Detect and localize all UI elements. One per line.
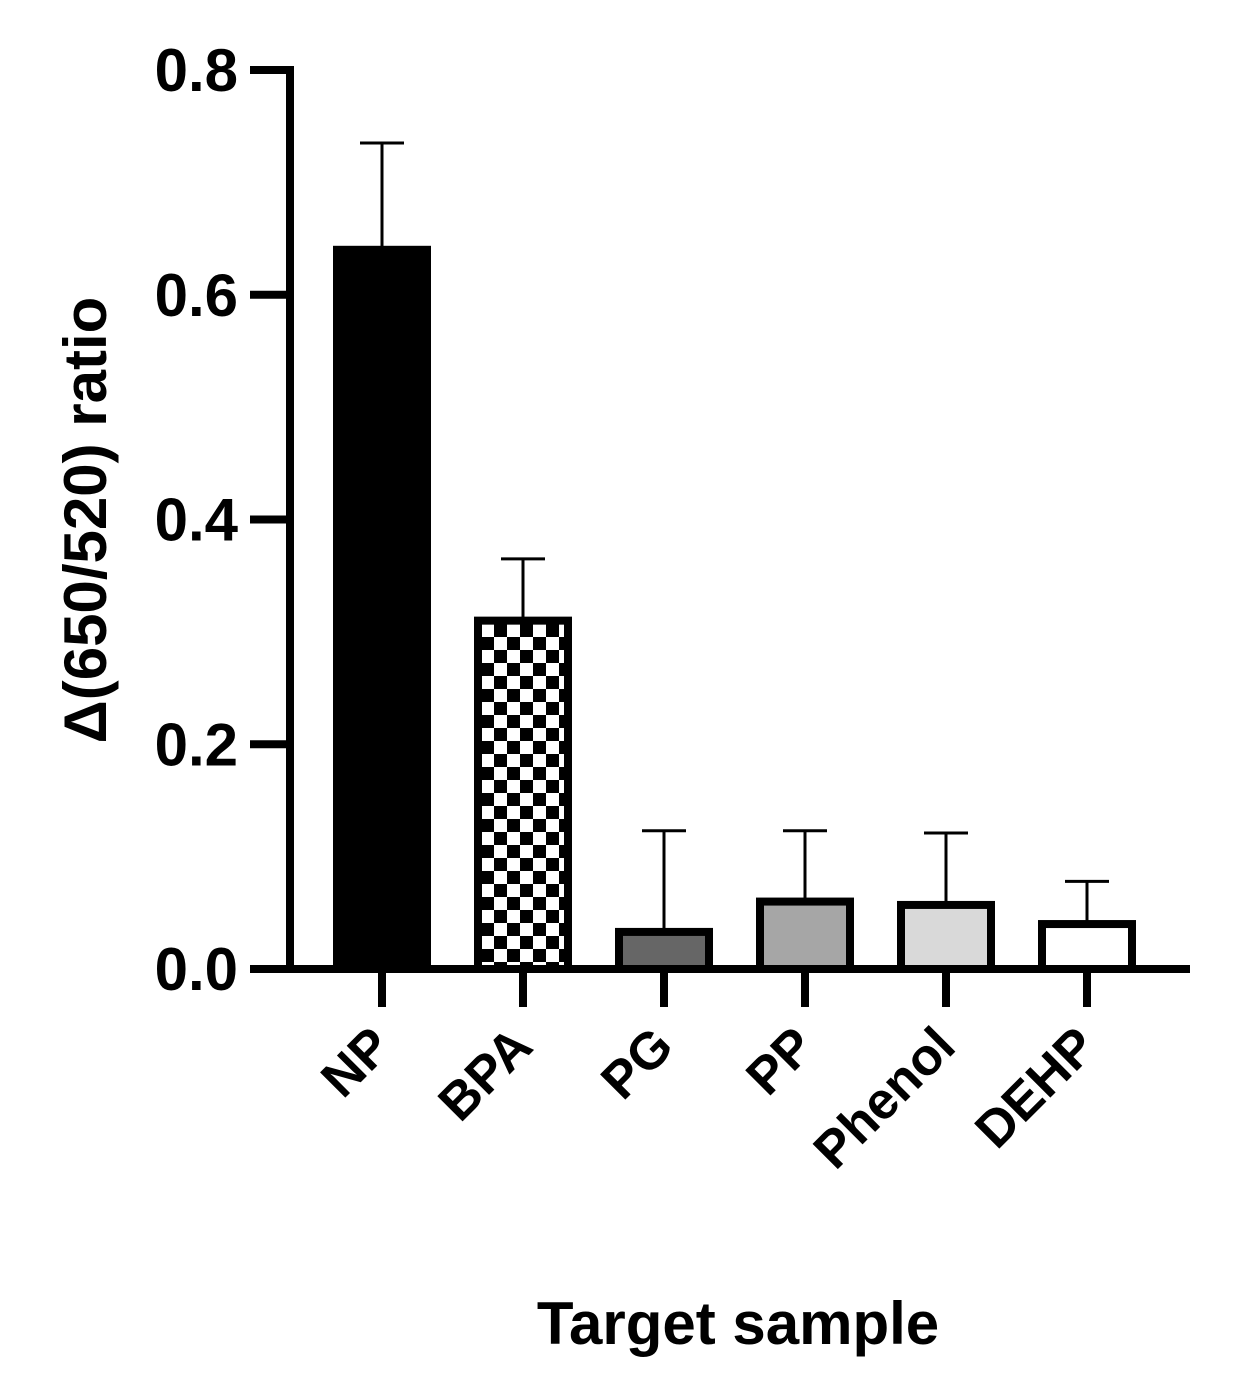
y-tick-label: 0.0 xyxy=(155,936,238,1003)
y-tick-label: 0.2 xyxy=(155,711,238,778)
y-axis-title: Δ(650/520) ratio xyxy=(52,297,119,744)
bar-pg xyxy=(615,927,713,974)
bar-bpa xyxy=(474,616,572,973)
x-tick-label-phenol: Phenol xyxy=(803,1016,967,1180)
bar-dehp xyxy=(1038,920,1136,973)
bar-phenol xyxy=(897,900,995,973)
y-tick-label: 0.8 xyxy=(155,37,238,104)
y-axis-ticks: 0.0 0.2 0.4 0.6 0.8 xyxy=(155,37,290,1003)
x-tick-label-pg: PG xyxy=(590,1016,684,1110)
x-tick-label-bpa: BPA xyxy=(428,1016,544,1132)
x-axis-title: Target sample xyxy=(537,1290,939,1357)
bar-np xyxy=(333,245,431,974)
y-tick-label: 0.6 xyxy=(155,262,238,329)
bars xyxy=(333,245,1136,974)
error-bars xyxy=(360,141,1109,932)
y-tick-label: 0.4 xyxy=(155,487,239,554)
x-tick-label-dehp: DEHP xyxy=(964,1016,1107,1159)
x-tick-label-pp: PP xyxy=(735,1016,825,1106)
x-tick-label-np: NP xyxy=(310,1016,402,1108)
bar-pp xyxy=(756,897,854,974)
